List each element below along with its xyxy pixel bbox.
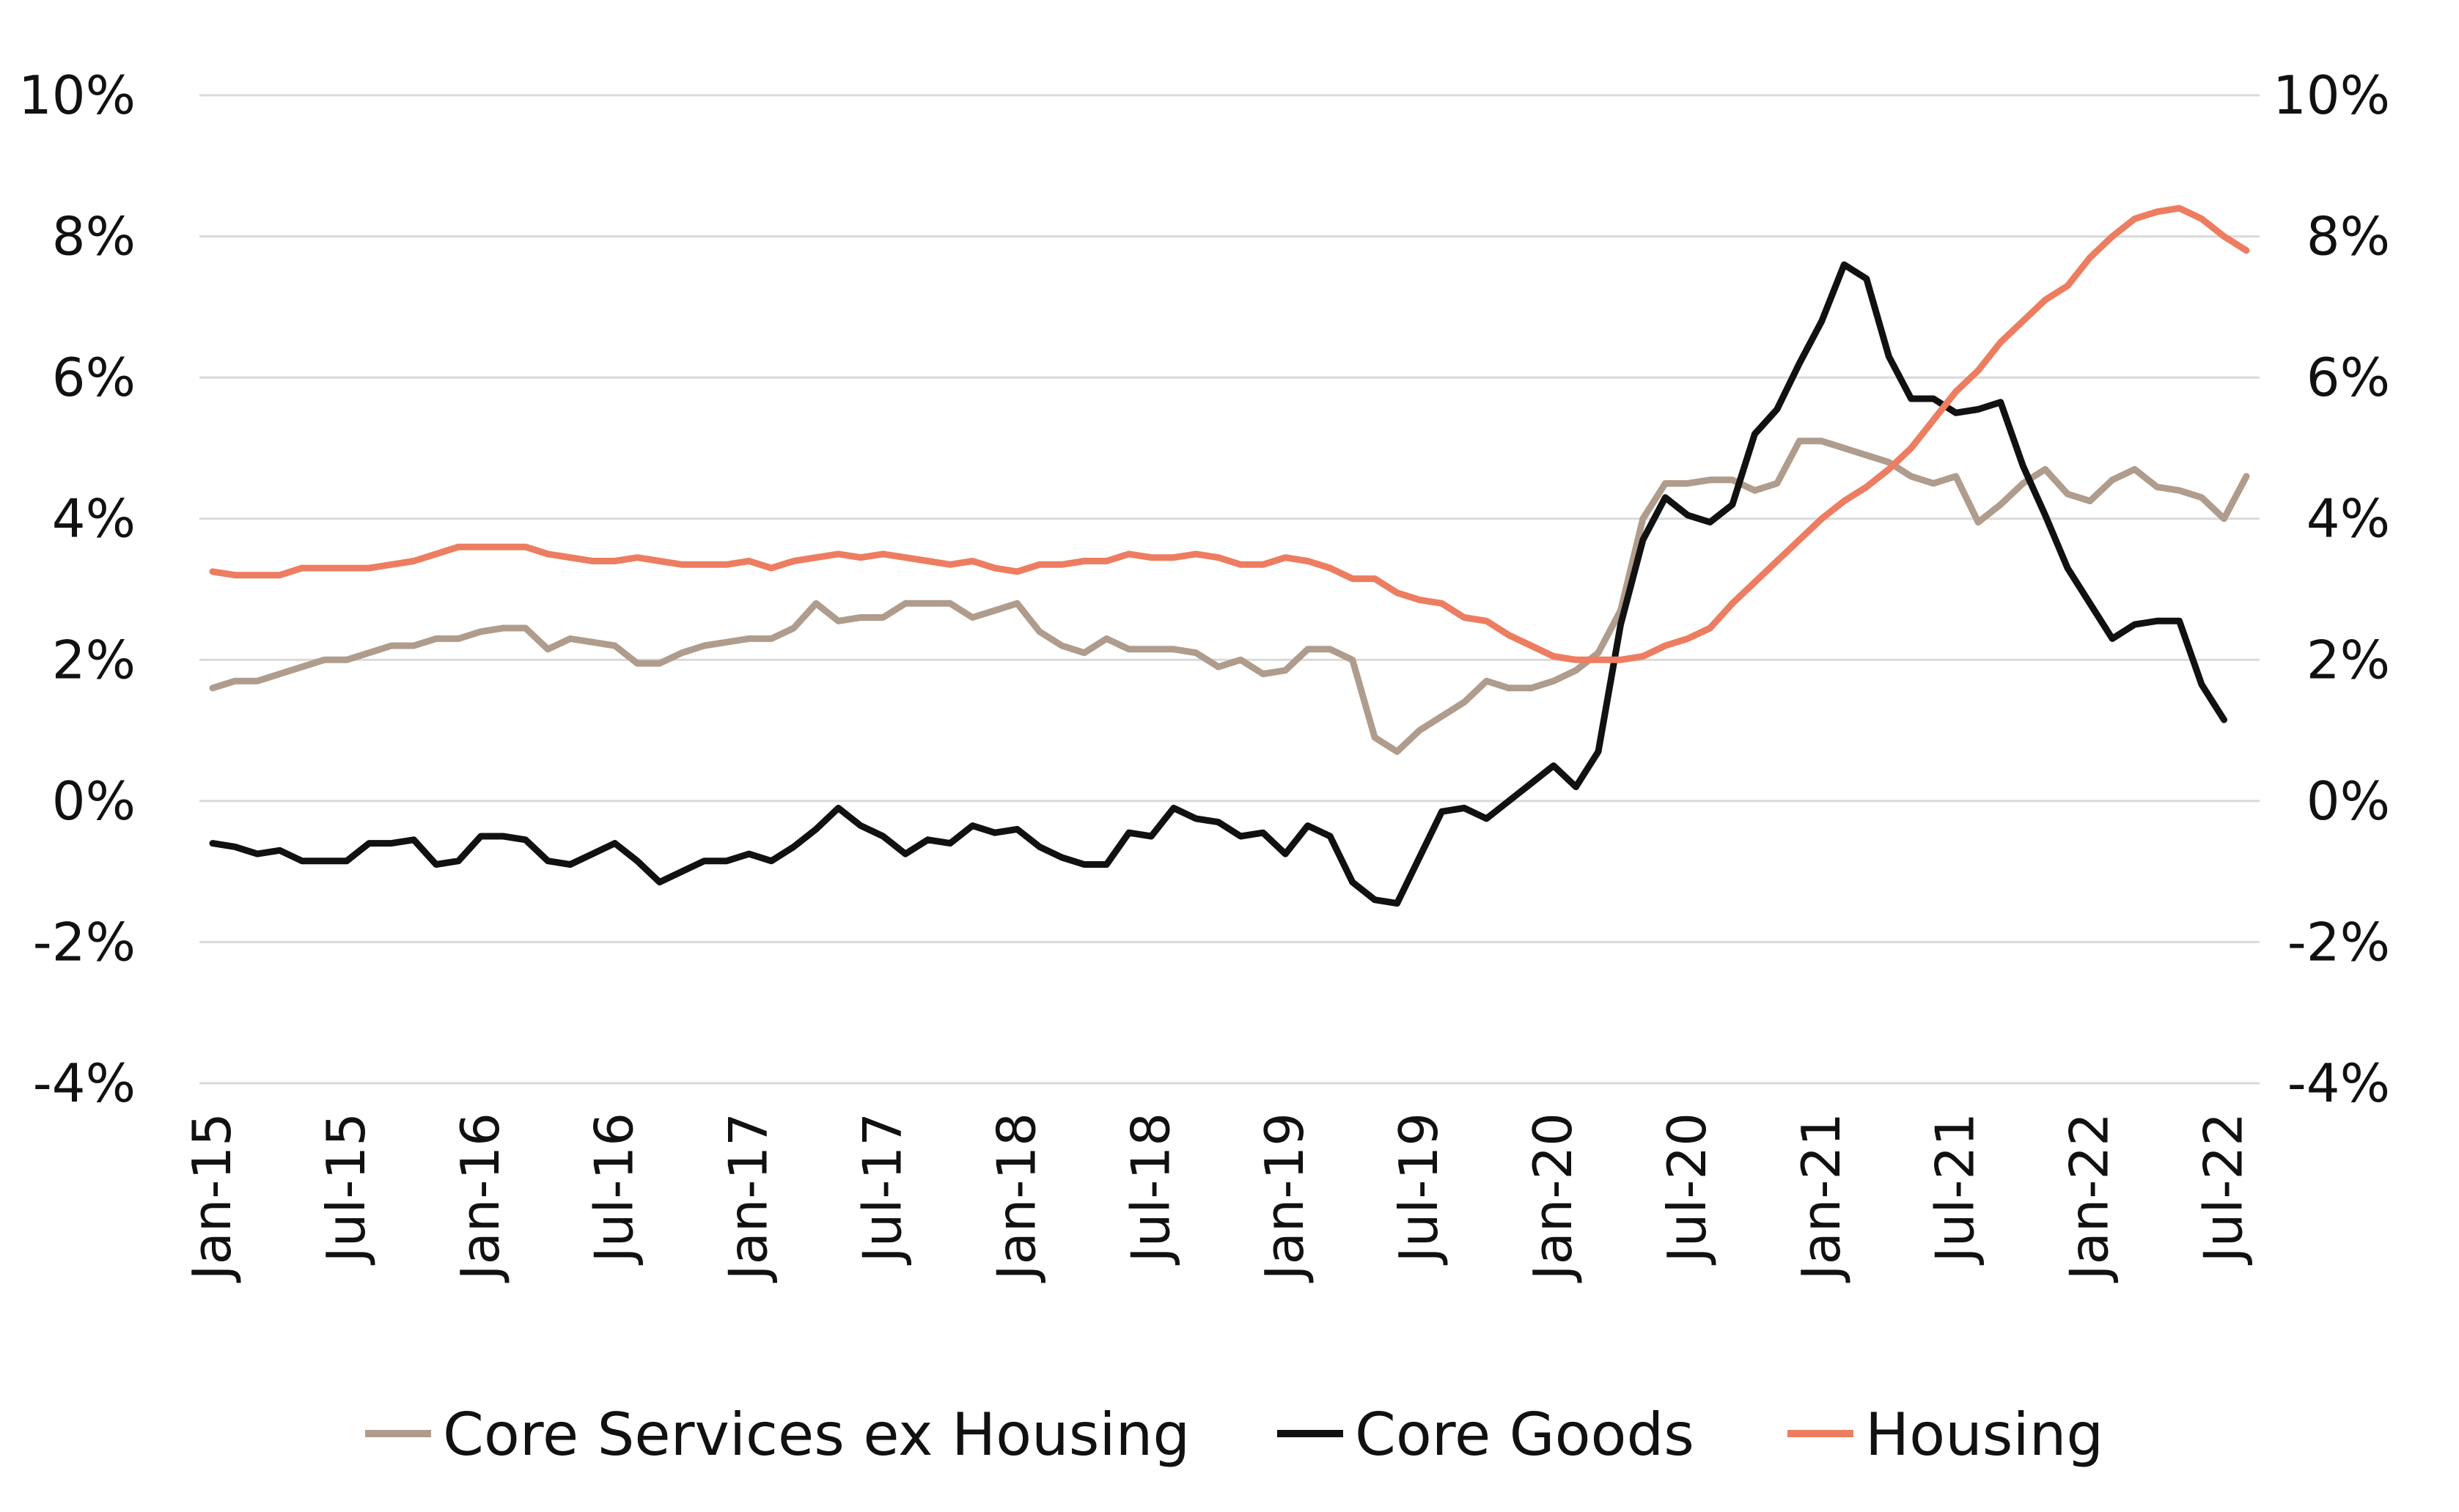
y-tick-label-left: 10% <box>18 64 136 126</box>
x-tick-label: Jan-17 <box>718 1113 779 1283</box>
x-tick-label: Jul-19 <box>1388 1113 1449 1265</box>
x-tick-label: Jan-18 <box>985 1113 1047 1283</box>
y-tick-label-right: -2% <box>2287 911 2390 973</box>
x-axis: Jan-15 Jul-15 Jan-16 Jul-16 Jan-17 Jul-17 Jan-… <box>181 1113 2254 1283</box>
x-tick-label: Jan-22 <box>2059 1113 2120 1283</box>
legend-label-core-services: Core Services ex Housing <box>443 1401 1190 1469</box>
y-tick-label-left: -4% <box>33 1052 136 1114</box>
x-tick-label: Jul-20 <box>1656 1113 1718 1265</box>
x-tick-label: Jul-15 <box>315 1113 377 1265</box>
x-tick-label: Jan-15 <box>181 1113 243 1283</box>
series-line-housing <box>209 204 2250 663</box>
x-tick-label: Jul-17 <box>852 1113 914 1265</box>
x-tick-label: Jan-21 <box>1790 1113 1852 1283</box>
y-tick-label-right: -4% <box>2287 1052 2390 1114</box>
y-tick-label-left: 2% <box>52 629 136 690</box>
y-tick-label-left: -2% <box>33 911 136 973</box>
x-tick-label: Jan-20 <box>1522 1113 1584 1283</box>
x-tick-label: Jan-19 <box>1254 1113 1315 1283</box>
legend-label-core-goods: Core Goods <box>1355 1401 1694 1469</box>
y-tick-label-right: 8% <box>2307 206 2390 268</box>
x-tick-label: Jul-18 <box>1120 1113 1181 1265</box>
series-line-core-services <box>209 438 2250 755</box>
y-tick-label-right: 4% <box>2307 488 2390 550</box>
y-tick-label-right: 2% <box>2307 629 2390 690</box>
x-tick-label: Jan-16 <box>449 1113 511 1283</box>
y-axis-right: 10% 8% 6% 4% 2% 0% -2% -4% <box>2273 64 2390 1114</box>
gridlines <box>199 94 2260 1085</box>
legend: Core Services ex Housing Core Goods Hous… <box>365 1401 2103 1469</box>
y-tick-label-left: 8% <box>52 206 136 268</box>
legend-label-housing: Housing <box>1865 1401 2103 1469</box>
y-tick-label-left: 6% <box>52 347 136 408</box>
y-tick-label-left: 0% <box>52 770 136 832</box>
y-tick-label-right: 0% <box>2307 770 2390 832</box>
y-tick-label-left: 4% <box>52 488 136 550</box>
x-tick-label: Jul-22 <box>2193 1113 2254 1265</box>
y-axis-left: 10% 8% 6% 4% 2% 0% -2% -4% <box>18 64 136 1114</box>
y-tick-label-right: 6% <box>2307 347 2390 408</box>
series-lines <box>209 204 2250 907</box>
x-tick-label: Jul-16 <box>584 1113 645 1265</box>
x-tick-label: Jul-21 <box>1925 1113 1986 1265</box>
y-tick-label-right: 10% <box>2273 64 2390 126</box>
series-line-core-goods <box>209 261 2227 907</box>
